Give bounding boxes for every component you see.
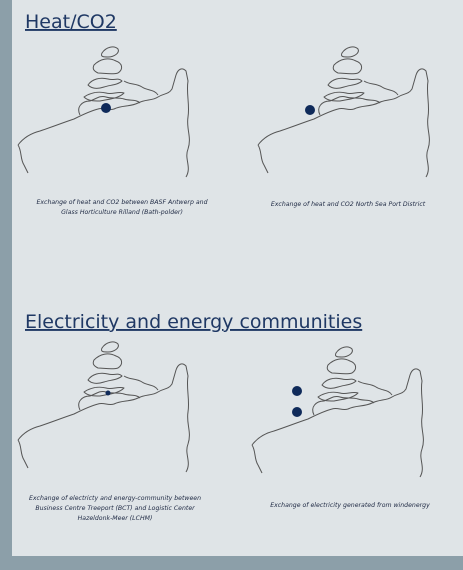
caption: Exchange of electricty and energy-commun… [29,494,201,502]
caption: Exchange of electricity generated from w… [270,501,430,509]
caption: Hazeldonk-Meer (LCHM) [78,515,153,522]
location-dot [305,105,315,115]
caption: Exchange of heat and CO2 between BASF An… [36,198,207,206]
caption: Glass Horticulture Rilland (Bath-polder) [61,208,183,216]
location-dot [292,407,302,417]
section-title: Electricity and energy communities [25,311,362,333]
location-dot [105,390,111,396]
location-dot [292,386,302,396]
caption: Exchange of heat and CO2 North Sea Port … [271,200,426,208]
section-title: Heat/CO2 [25,11,117,33]
caption: Business Centre Treeport (BCT) and Logis… [35,504,195,512]
location-dot [101,103,111,113]
slide-panel [12,0,463,556]
